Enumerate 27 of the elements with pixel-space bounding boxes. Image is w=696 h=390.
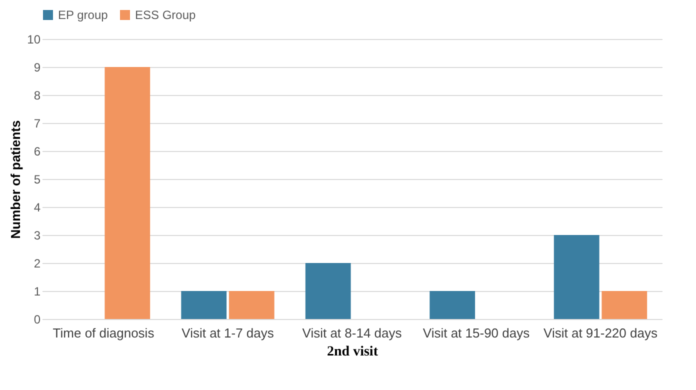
bar bbox=[181, 291, 227, 319]
bar bbox=[104, 67, 150, 319]
y-tick-label: 6 bbox=[34, 144, 41, 158]
legend-label: EP group bbox=[58, 8, 108, 22]
y-tick-label: 1 bbox=[34, 284, 41, 298]
x-tick-label: Time of diagnosis bbox=[52, 326, 155, 340]
bar bbox=[228, 291, 274, 319]
y-tick-label: 7 bbox=[34, 116, 41, 130]
x-tick-label: Visit at 1-7 days bbox=[182, 326, 274, 340]
legend-label: ESS Group bbox=[135, 8, 196, 22]
y-tick-label: 0 bbox=[34, 312, 41, 326]
y-tick-label: 5 bbox=[34, 172, 41, 186]
x-tick-label: Visit at 91-220 days bbox=[544, 326, 658, 340]
y-tick-label: 9 bbox=[34, 60, 41, 74]
bar bbox=[602, 291, 648, 319]
x-axis-title: 2nd visit bbox=[327, 344, 378, 360]
bar bbox=[554, 235, 600, 319]
y-tick-label: 2 bbox=[34, 256, 41, 270]
y-tick-label: 8 bbox=[34, 88, 41, 102]
x-tick-label: Visit at 8-14 days bbox=[302, 326, 402, 340]
y-axis-title: Number of patients bbox=[8, 120, 24, 239]
y-tick-label: 10 bbox=[27, 32, 41, 46]
y-tick-label: 4 bbox=[34, 200, 41, 214]
bar bbox=[430, 291, 476, 319]
x-tick-label: Visit at 15-90 days bbox=[422, 326, 530, 340]
y-tick-label: 3 bbox=[34, 228, 41, 242]
bar bbox=[305, 263, 351, 319]
